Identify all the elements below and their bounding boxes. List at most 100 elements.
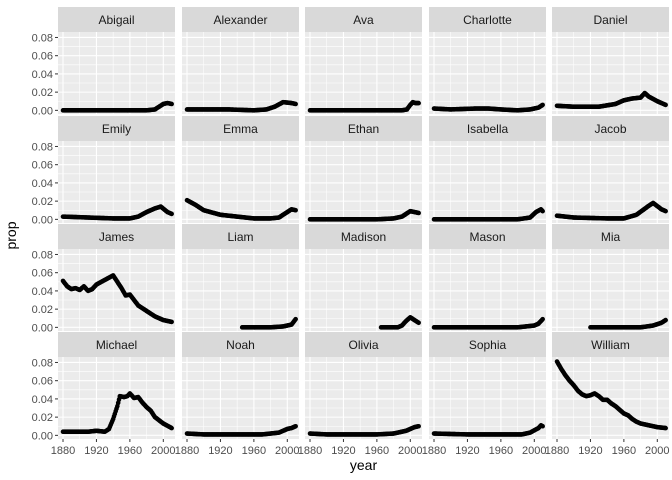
- facet-strip: [552, 332, 669, 357]
- data-point: [663, 102, 668, 108]
- data-point: [416, 423, 421, 429]
- facet-strip-label: Mia: [601, 230, 621, 244]
- y-tick-label: 0.04: [32, 286, 53, 298]
- facet-strip-label: Charlotte: [463, 13, 512, 27]
- x-tick-label: 2000: [151, 445, 175, 457]
- facet-strip: [305, 332, 422, 357]
- facet-strip-label: Ethan: [348, 122, 379, 136]
- y-tick-label: 0.02: [32, 87, 53, 99]
- y-tick-label: 0.04: [32, 69, 53, 81]
- data-point: [540, 316, 545, 322]
- y-tick-label: 0.06: [32, 51, 53, 63]
- x-tick-label: 2000: [645, 445, 669, 457]
- x-tick-label: 1960: [612, 445, 636, 457]
- facet-mia: Mia: [552, 224, 669, 331]
- facet-strip-label: Daniel: [593, 13, 627, 27]
- facet-strip: [305, 224, 422, 249]
- data-point: [416, 100, 421, 106]
- facet-strip: [552, 116, 669, 141]
- x-tick-label: 1880: [175, 445, 199, 457]
- y-tick-label: 0.08: [32, 249, 53, 261]
- x-axis-title: year: [350, 457, 378, 473]
- panel-background: [429, 249, 546, 331]
- facet-strip-label: James: [99, 230, 134, 244]
- panel-background: [182, 249, 299, 331]
- panel-background: [305, 32, 422, 114]
- facet-mason: Mason: [429, 224, 546, 331]
- data-point: [293, 423, 298, 429]
- panel-background: [182, 32, 299, 114]
- facet-olivia: Olivia 1880 1920 1960 2000: [298, 332, 423, 457]
- facet-strip: [58, 332, 175, 357]
- data-point: [293, 316, 298, 322]
- facet-strip: [305, 7, 422, 32]
- x-tick-label: 2000: [398, 445, 422, 457]
- x-tick-label: 1920: [578, 445, 602, 457]
- panel-background: [182, 357, 299, 439]
- facet-strip: [552, 224, 669, 249]
- panel-background: [552, 141, 669, 223]
- facet-strip-label: Isabella: [467, 122, 509, 136]
- x-tick-label: 1920: [455, 445, 479, 457]
- x-tick-label: 1920: [84, 445, 108, 457]
- y-tick-label: 0.08: [32, 357, 53, 369]
- panel-background: [182, 141, 299, 223]
- y-tick-label: 0.02: [32, 304, 53, 316]
- data-point: [169, 101, 174, 107]
- facet-madison: Madison: [305, 224, 422, 331]
- facet-strip: [429, 7, 546, 32]
- y-tick-label: 0.04: [32, 178, 53, 190]
- x-tick-label: 2000: [522, 445, 546, 457]
- facet-strip: [182, 224, 299, 249]
- data-point: [663, 317, 668, 323]
- facet-james: James 0.00 0.02 0.04 0.06 0.08: [32, 224, 175, 334]
- y-tick-label: 0.04: [32, 394, 53, 406]
- facet-strip-label: Jacob: [594, 122, 626, 136]
- facet-strip-label: William: [591, 338, 630, 352]
- data-point: [169, 425, 174, 431]
- panel-background: [58, 141, 175, 223]
- facet-strip: [58, 224, 175, 249]
- y-tick-label: 0.08: [32, 32, 53, 44]
- facet-strip-label: Sophia: [469, 338, 507, 352]
- facet-emily: Emily 0.00 0.02 0.04 0.06 0.08: [32, 116, 175, 226]
- x-tick-label: 1960: [118, 445, 142, 457]
- facet-strip-label: Liam: [227, 230, 253, 244]
- data-point: [169, 319, 174, 325]
- x-tick-label: 1960: [242, 445, 266, 457]
- x-tick-label: 1960: [365, 445, 389, 457]
- y-tick-label: 0.06: [32, 160, 53, 172]
- facet-william: William 1880 1920 1960 2000: [545, 332, 670, 457]
- facet-strip: [182, 332, 299, 357]
- facet-strip: [429, 224, 546, 249]
- facet-strip: [58, 116, 175, 141]
- facet-strip-label: Alexander: [213, 13, 267, 27]
- facet-daniel: Daniel: [552, 7, 669, 114]
- y-tick-label: 0.08: [32, 141, 53, 153]
- y-axis-title: prop: [3, 221, 19, 249]
- y-tick-label: 0.02: [32, 412, 53, 424]
- panel-background: [552, 249, 669, 331]
- data-point: [293, 101, 298, 107]
- panel-background: [305, 141, 422, 223]
- x-tick-label: 1880: [51, 445, 75, 457]
- facet-strip: [429, 332, 546, 357]
- panel-background: [429, 357, 546, 439]
- facet-michael: Michael 0.00 0.02 0.04 0.06 0.08 1880 1920 1960 2…: [32, 332, 176, 457]
- data-point: [540, 102, 545, 108]
- y-tick-label: 0.00: [32, 322, 53, 334]
- x-tick-label: 1920: [331, 445, 355, 457]
- data-point: [293, 207, 298, 213]
- facet-liam: Liam: [182, 224, 299, 331]
- data-point: [663, 208, 668, 214]
- facet-strip-label: Olivia: [348, 338, 378, 352]
- facet-abigail: Abigail 0.00 0.02 0.04 0.06 0.08: [32, 7, 175, 117]
- x-tick-label: 1920: [208, 445, 232, 457]
- panel-background: [552, 32, 669, 114]
- facet-isabella: Isabella: [429, 116, 546, 223]
- panel-background: [429, 141, 546, 223]
- y-tick-label: 0.02: [32, 196, 53, 208]
- panel-background: [58, 32, 175, 114]
- facet-strip: [429, 116, 546, 141]
- facet-strip-label: Emily: [102, 122, 131, 136]
